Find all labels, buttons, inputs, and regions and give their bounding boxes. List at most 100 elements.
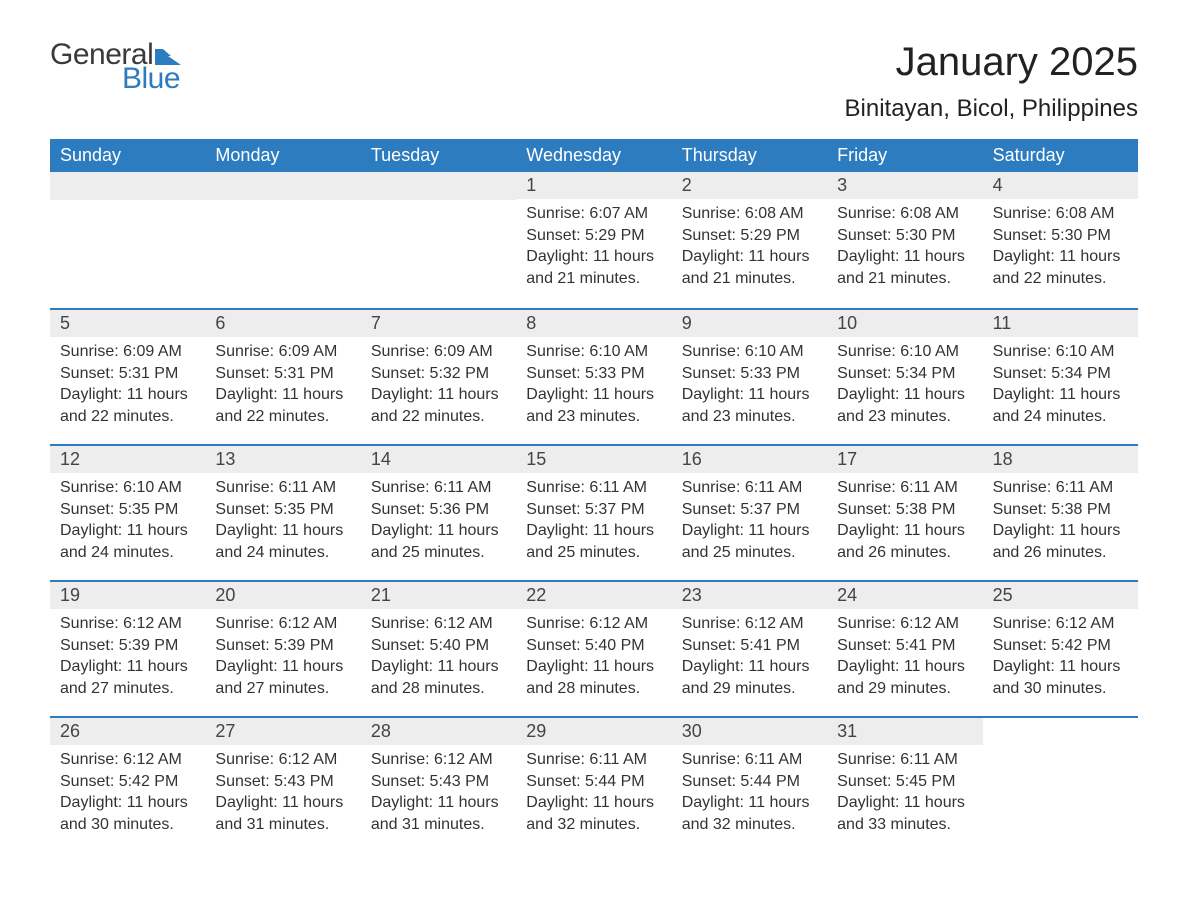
- logo: General Blue: [50, 40, 181, 94]
- sunrise-text: Sunrise: 6:12 AM: [837, 613, 972, 635]
- day-number: 23: [672, 582, 827, 609]
- weekday-wednesday: Wednesday: [516, 139, 671, 172]
- daylight-text: Daylight: 11 hours and 28 minutes.: [526, 656, 661, 699]
- sunset-text: Sunset: 5:39 PM: [60, 635, 195, 657]
- page-header: General Blue January 2025 Binitayan, Bic…: [50, 40, 1138, 123]
- sunset-text: Sunset: 5:35 PM: [215, 499, 350, 521]
- day-cell: 30Sunrise: 6:11 AMSunset: 5:44 PMDayligh…: [672, 718, 827, 852]
- sunrise-text: Sunrise: 6:10 AM: [993, 341, 1128, 363]
- sunset-text: Sunset: 5:35 PM: [60, 499, 195, 521]
- daylight-text: Daylight: 11 hours and 33 minutes.: [837, 792, 972, 835]
- daylight-text: Daylight: 11 hours and 31 minutes.: [215, 792, 350, 835]
- daylight-text: Daylight: 11 hours and 25 minutes.: [526, 520, 661, 563]
- day-number: 7: [361, 310, 516, 337]
- day-cell: 9Sunrise: 6:10 AMSunset: 5:33 PMDaylight…: [672, 310, 827, 444]
- sunrise-text: Sunrise: 6:11 AM: [215, 477, 350, 499]
- day-cell: 29Sunrise: 6:11 AMSunset: 5:44 PMDayligh…: [516, 718, 671, 852]
- sunrise-text: Sunrise: 6:08 AM: [993, 203, 1128, 225]
- weekday-sunday: Sunday: [50, 139, 205, 172]
- day-number: 12: [50, 446, 205, 473]
- sunrise-text: Sunrise: 6:11 AM: [371, 477, 506, 499]
- day-number: 24: [827, 582, 982, 609]
- sunrise-text: Sunrise: 6:09 AM: [215, 341, 350, 363]
- day-number: 1: [516, 172, 671, 199]
- daylight-text: Daylight: 11 hours and 28 minutes.: [371, 656, 506, 699]
- sunset-text: Sunset: 5:34 PM: [837, 363, 972, 385]
- sunrise-text: Sunrise: 6:12 AM: [60, 749, 195, 771]
- daylight-text: Daylight: 11 hours and 21 minutes.: [682, 246, 817, 289]
- sunset-text: Sunset: 5:42 PM: [993, 635, 1128, 657]
- sunset-text: Sunset: 5:39 PM: [215, 635, 350, 657]
- logo-text-blue: Blue: [122, 64, 181, 94]
- day-number: 3: [827, 172, 982, 199]
- calendar: SundayMondayTuesdayWednesdayThursdayFrid…: [50, 139, 1138, 852]
- sunrise-text: Sunrise: 6:12 AM: [526, 613, 661, 635]
- day-content: Sunrise: 6:10 AMSunset: 5:34 PMDaylight:…: [983, 337, 1138, 443]
- sunset-text: Sunset: 5:31 PM: [60, 363, 195, 385]
- sunrise-text: Sunrise: 6:11 AM: [526, 477, 661, 499]
- sunrise-text: Sunrise: 6:11 AM: [837, 749, 972, 771]
- location: Binitayan, Bicol, Philippines: [845, 95, 1139, 123]
- weeks-container: 1Sunrise: 6:07 AMSunset: 5:29 PMDaylight…: [50, 172, 1138, 852]
- sunrise-text: Sunrise: 6:07 AM: [526, 203, 661, 225]
- day-content: Sunrise: 6:12 AMSunset: 5:39 PMDaylight:…: [50, 609, 205, 715]
- day-cell: 5Sunrise: 6:09 AMSunset: 5:31 PMDaylight…: [50, 310, 205, 444]
- daylight-text: Daylight: 11 hours and 27 minutes.: [215, 656, 350, 699]
- sunset-text: Sunset: 5:38 PM: [993, 499, 1128, 521]
- day-number: 27: [205, 718, 360, 745]
- day-cell: 27Sunrise: 6:12 AMSunset: 5:43 PMDayligh…: [205, 718, 360, 852]
- day-content: Sunrise: 6:07 AMSunset: 5:29 PMDaylight:…: [516, 199, 671, 305]
- sunset-text: Sunset: 5:43 PM: [215, 771, 350, 793]
- sunset-text: Sunset: 5:30 PM: [993, 225, 1128, 247]
- week-row: 1Sunrise: 6:07 AMSunset: 5:29 PMDaylight…: [50, 172, 1138, 308]
- daylight-text: Daylight: 11 hours and 27 minutes.: [60, 656, 195, 699]
- sunset-text: Sunset: 5:44 PM: [682, 771, 817, 793]
- day-number: 10: [827, 310, 982, 337]
- day-number: 9: [672, 310, 827, 337]
- sunset-text: Sunset: 5:29 PM: [682, 225, 817, 247]
- daylight-text: Daylight: 11 hours and 32 minutes.: [526, 792, 661, 835]
- daylight-text: Daylight: 11 hours and 26 minutes.: [993, 520, 1128, 563]
- sunrise-text: Sunrise: 6:11 AM: [837, 477, 972, 499]
- day-number: 18: [983, 446, 1138, 473]
- day-number: 2: [672, 172, 827, 199]
- day-content: Sunrise: 6:08 AMSunset: 5:29 PMDaylight:…: [672, 199, 827, 305]
- day-number: 30: [672, 718, 827, 745]
- day-number: 21: [361, 582, 516, 609]
- day-content: Sunrise: 6:11 AMSunset: 5:38 PMDaylight:…: [983, 473, 1138, 579]
- day-content: Sunrise: 6:11 AMSunset: 5:38 PMDaylight:…: [827, 473, 982, 579]
- sunset-text: Sunset: 5:29 PM: [526, 225, 661, 247]
- sunset-text: Sunset: 5:37 PM: [526, 499, 661, 521]
- weekday-tuesday: Tuesday: [361, 139, 516, 172]
- daylight-text: Daylight: 11 hours and 32 minutes.: [682, 792, 817, 835]
- day-content: Sunrise: 6:12 AMSunset: 5:40 PMDaylight:…: [516, 609, 671, 715]
- day-cell: 2Sunrise: 6:08 AMSunset: 5:29 PMDaylight…: [672, 172, 827, 308]
- day-number: 4: [983, 172, 1138, 199]
- day-cell: 20Sunrise: 6:12 AMSunset: 5:39 PMDayligh…: [205, 582, 360, 716]
- day-number: 17: [827, 446, 982, 473]
- day-cell: 24Sunrise: 6:12 AMSunset: 5:41 PMDayligh…: [827, 582, 982, 716]
- sunrise-text: Sunrise: 6:09 AM: [371, 341, 506, 363]
- day-content: Sunrise: 6:11 AMSunset: 5:35 PMDaylight:…: [205, 473, 360, 579]
- day-content: Sunrise: 6:12 AMSunset: 5:43 PMDaylight:…: [361, 745, 516, 851]
- day-cell: [361, 172, 516, 308]
- sunset-text: Sunset: 5:36 PM: [371, 499, 506, 521]
- sunrise-text: Sunrise: 6:10 AM: [837, 341, 972, 363]
- day-cell: 10Sunrise: 6:10 AMSunset: 5:34 PMDayligh…: [827, 310, 982, 444]
- sunrise-text: Sunrise: 6:11 AM: [526, 749, 661, 771]
- day-number: 11: [983, 310, 1138, 337]
- sunset-text: Sunset: 5:33 PM: [526, 363, 661, 385]
- day-number: 16: [672, 446, 827, 473]
- title-block: January 2025 Binitayan, Bicol, Philippin…: [845, 40, 1139, 123]
- daylight-text: Daylight: 11 hours and 30 minutes.: [60, 792, 195, 835]
- day-cell: [50, 172, 205, 308]
- daylight-text: Daylight: 11 hours and 24 minutes.: [215, 520, 350, 563]
- day-content: Sunrise: 6:10 AMSunset: 5:33 PMDaylight:…: [672, 337, 827, 443]
- sunset-text: Sunset: 5:30 PM: [837, 225, 972, 247]
- day-cell: 18Sunrise: 6:11 AMSunset: 5:38 PMDayligh…: [983, 446, 1138, 580]
- day-content: Sunrise: 6:12 AMSunset: 5:40 PMDaylight:…: [361, 609, 516, 715]
- daylight-text: Daylight: 11 hours and 23 minutes.: [526, 384, 661, 427]
- day-number: 25: [983, 582, 1138, 609]
- sunrise-text: Sunrise: 6:10 AM: [60, 477, 195, 499]
- day-number: 22: [516, 582, 671, 609]
